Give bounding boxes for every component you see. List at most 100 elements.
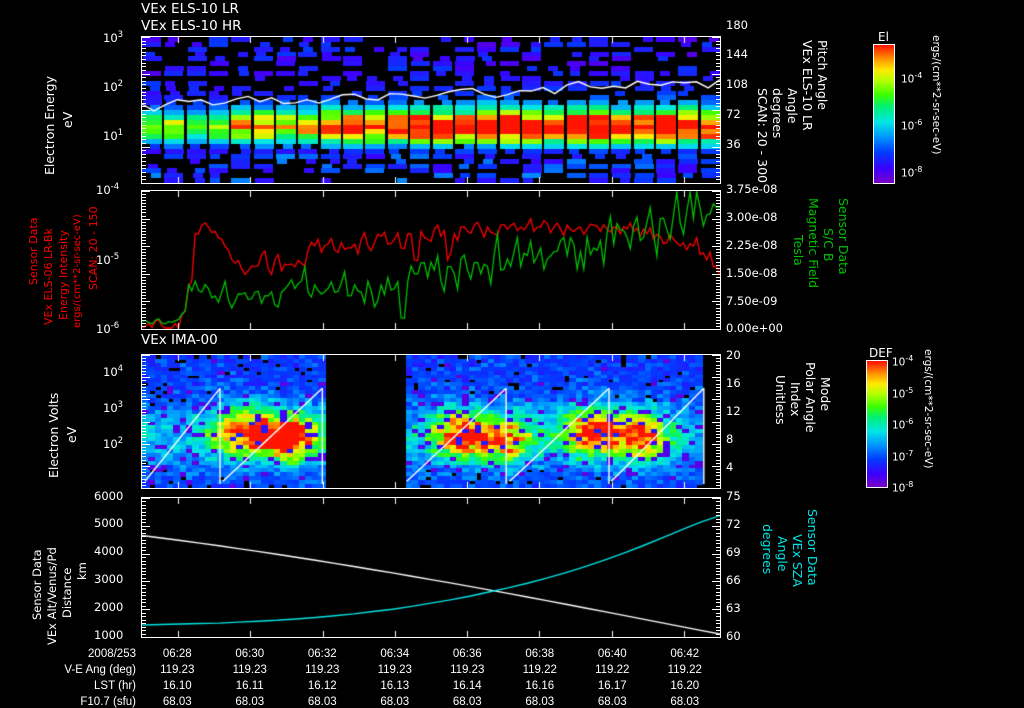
panel4-right-tick-1: 72	[726, 517, 741, 531]
axis-tick	[142, 329, 150, 330]
axis-tick	[142, 255, 146, 256]
axis-tick	[716, 234, 720, 235]
axis-tick	[142, 453, 146, 454]
axis-tick	[712, 219, 720, 220]
axis-tick	[716, 588, 720, 589]
axis-tick	[716, 168, 720, 169]
colorbar-def-tick-4: 10-8	[892, 480, 914, 495]
axis-tick	[716, 571, 720, 572]
axis-tick	[142, 508, 146, 509]
panel2-left-tick-2: 10-6	[96, 321, 120, 336]
panel2-left-axis-label-3: ergs/(cm**2-sr-sec-eV)	[72, 214, 83, 328]
axis-tick	[716, 265, 720, 266]
panel2-left-axis-label-2: Energy Intensity	[57, 230, 70, 320]
param-row-value: 119.23	[232, 664, 267, 676]
panel1-left-tick-2: 101	[103, 128, 124, 143]
colorbar-def-gradient	[867, 361, 887, 487]
axis-tick	[712, 444, 720, 445]
panel1-right-axis-label-2: Angle	[785, 88, 800, 124]
colorbar-def-tick-2: 10-6	[892, 417, 914, 432]
axis-tick	[142, 271, 146, 272]
panel-altitude-sza	[141, 497, 721, 638]
panel1-left-axis-label-unit: eV	[60, 111, 75, 128]
axis-tick	[716, 536, 720, 537]
axis-tick	[142, 311, 146, 312]
axis-tick	[142, 409, 146, 410]
param-row-value: 16.11	[235, 680, 264, 692]
axis-tick	[142, 63, 146, 64]
axis-tick	[712, 37, 720, 38]
axis-tick	[716, 81, 720, 82]
axis-tick	[142, 326, 146, 327]
axis-tick	[712, 191, 720, 192]
axis-tick	[716, 547, 720, 548]
axis-tick	[142, 485, 146, 486]
panel2-right-tick-3: 1.50e-08	[726, 266, 778, 280]
axis-tick	[142, 314, 146, 315]
time-axis-tick-label: 06:34	[380, 648, 410, 660]
panel3-right-axis-label-2: Index	[788, 382, 803, 417]
axis-tick	[716, 154, 720, 155]
param-row-key: LST (hr)	[94, 680, 136, 692]
axis-tick	[142, 92, 146, 93]
panel2-right-tick-4: 7.50e-09	[726, 294, 778, 308]
axis-tick	[142, 418, 146, 419]
axis-tick	[142, 191, 150, 192]
axis-tick	[142, 289, 146, 290]
axis-tick	[142, 176, 146, 177]
axis-tick	[142, 469, 146, 470]
axis-tick	[142, 585, 146, 586]
axis-tick	[142, 568, 146, 569]
axis-tick	[716, 447, 720, 448]
panel2-right-axis-label-1b: S/C B	[821, 228, 836, 262]
axis-tick	[712, 498, 720, 499]
axis-tick	[142, 136, 146, 137]
axis-tick	[716, 540, 720, 541]
axis-tick	[142, 599, 146, 600]
axis-tick	[142, 66, 146, 67]
axis-tick	[142, 620, 146, 621]
axis-tick	[716, 157, 720, 158]
colorbar-def	[866, 360, 888, 488]
axis-tick	[716, 403, 720, 404]
axis-tick	[716, 271, 720, 272]
panel3-right-axis-label-1: Polar Angle	[803, 362, 818, 433]
axis-tick	[142, 147, 150, 148]
panel2-left-axis-label-0: Sensor Data	[27, 217, 40, 285]
panel2-right-axis-label-3: Tesla	[791, 235, 806, 266]
axis-tick	[716, 515, 720, 516]
axis-tick	[142, 581, 150, 582]
panel3-right-tick-4: 4	[726, 460, 734, 474]
axis-tick	[142, 515, 146, 516]
axis-tick	[142, 216, 146, 217]
axis-tick	[716, 543, 720, 544]
panel4-left-axis-label-0: Sensor Data	[30, 549, 44, 620]
axis-tick	[142, 422, 150, 423]
axis-tick	[142, 77, 146, 78]
axis-tick	[142, 358, 146, 359]
axis-tick	[716, 533, 720, 534]
axis-tick	[716, 505, 720, 506]
panel1-title-line2: VEx ELS-10 HR	[141, 18, 242, 34]
axis-tick	[142, 231, 146, 232]
axis-tick	[142, 74, 150, 75]
axis-tick	[142, 179, 146, 180]
axis-tick	[716, 143, 720, 144]
axis-tick	[716, 280, 720, 281]
axis-tick	[142, 557, 146, 558]
axis-tick	[712, 183, 720, 184]
axis-tick	[142, 194, 146, 195]
axis-tick	[142, 536, 146, 537]
axis-tick	[142, 595, 146, 596]
axis-tick	[142, 522, 146, 523]
axis-tick	[716, 121, 720, 122]
axis-tick	[142, 519, 146, 520]
panel1-right-tick-0: 180	[726, 18, 748, 32]
axis-tick	[142, 206, 146, 207]
axis-tick	[712, 399, 720, 400]
axis-tick	[716, 428, 720, 429]
axis-tick	[716, 323, 720, 324]
panel4-left-axis-label-3: km	[75, 562, 89, 580]
axis-tick	[712, 466, 720, 467]
axis-tick	[716, 132, 720, 133]
